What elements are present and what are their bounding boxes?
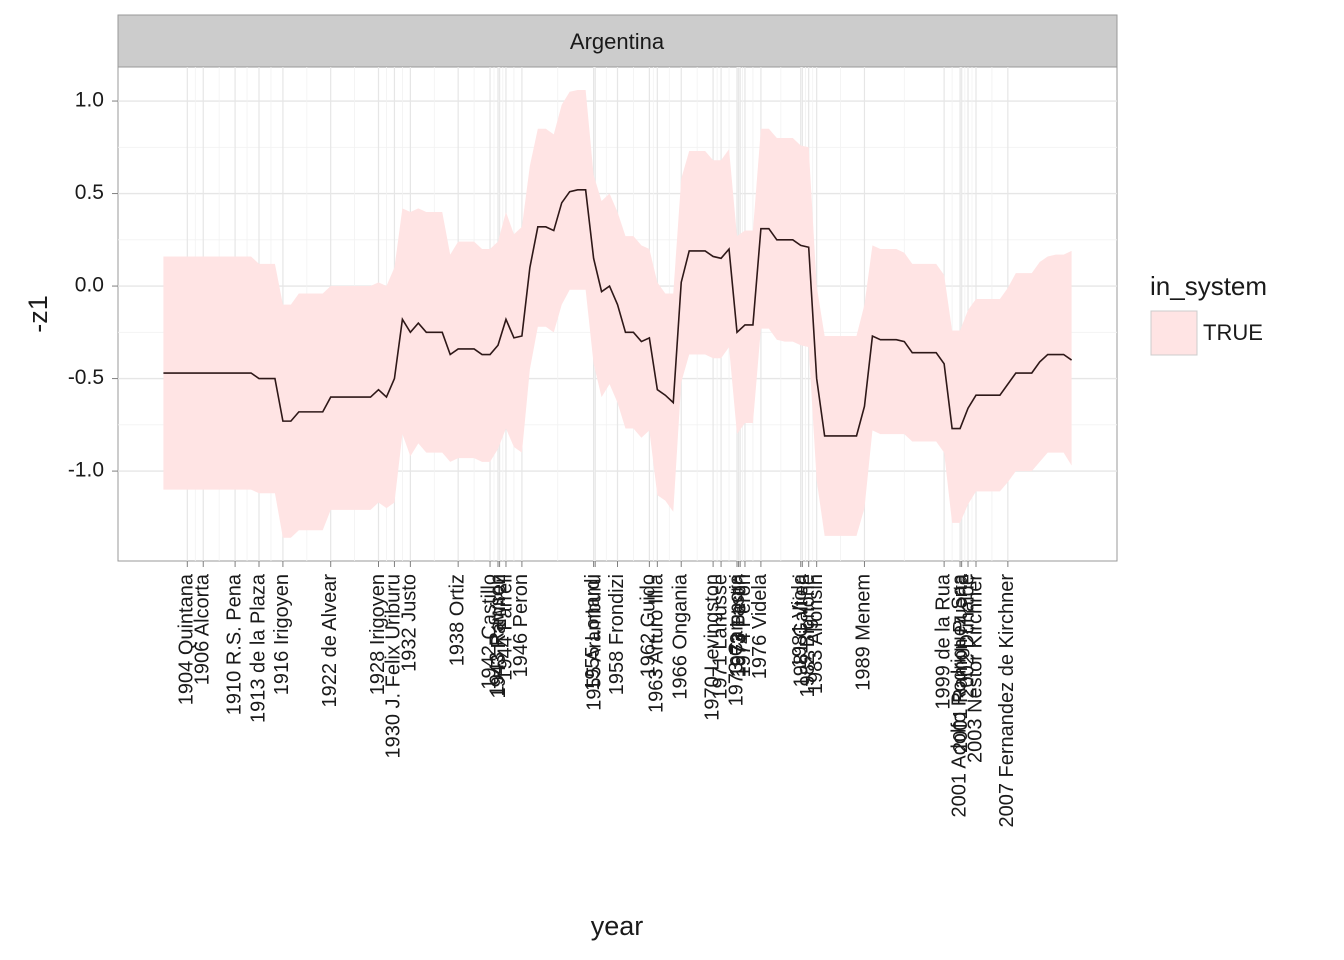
x-tick-label: 1913 de la Plaza (247, 573, 269, 723)
facet-title: Argentina (570, 29, 665, 54)
x-tick-label: 1928 Irigoyen (367, 574, 389, 695)
x-tick-label: 1999 de la Rua (932, 573, 954, 710)
y-tick-label: -1.0 (68, 459, 104, 482)
legend-key (1150, 310, 1198, 356)
y-tick-label: 0.0 (75, 274, 104, 297)
x-tick-label: 1989 Menem (853, 574, 875, 691)
legend-title: in_system (1150, 271, 1267, 301)
x-tick-label: 1974 Peron (733, 574, 755, 677)
x-tick-label: 1970 Levingston (701, 574, 723, 721)
x-tick-label: 1966 Ongania (670, 573, 692, 700)
x-tick-label: 1910 R.S. Pena (223, 573, 245, 715)
x-tick-label: 1938 Ortiz (446, 574, 468, 666)
x-tick-label: 1973 Peron (728, 574, 750, 677)
x-tick-label: 1930 J. Felix Uriburu (383, 574, 405, 759)
x-tick-label: 1943 Rawson (486, 574, 508, 696)
x-tick-label: 2001 Adolfo Rodriguez Saa (948, 573, 970, 817)
y-tick-label: 1.0 (75, 89, 104, 112)
x-tick-label: 1922 de Alvear (319, 574, 341, 708)
x-tick-label: 1942 Castillo (478, 574, 500, 690)
x-tick-label: 1973 Lastiri (727, 574, 749, 677)
x-tick-label: 1973 Campora (725, 573, 747, 706)
x-tick-label: 1916 Irigoyen (271, 574, 293, 695)
y-tick-label: -0.5 (68, 366, 104, 389)
x-tick-label: 2003 Nestor Kirchner (964, 574, 986, 763)
marks (163, 89, 1073, 538)
facet-strip (117, 14, 1118, 68)
x-tick-label: 1958 Frondizi (606, 574, 628, 695)
x-tick-label: 1976 Videla (749, 573, 771, 679)
x-tick-label: 1981 Galtieri (791, 574, 813, 687)
x-tick-label: 1906 Alcorta (192, 573, 214, 685)
x-tick-label: 2002 Duhalde (956, 574, 978, 699)
x-tick-label: 1963 Arturo Illia (646, 573, 668, 713)
x-tick-label: 1955 Lonardi (582, 574, 604, 691)
x-tick-label: 1932 Justo (399, 574, 421, 672)
x-tick-label: 1983 Alfonsin (805, 574, 827, 694)
x-axis-title: year (591, 911, 644, 941)
x-tick-label: 1904 Quintana (176, 573, 198, 705)
ribbon (163, 89, 1072, 538)
legend-label: TRUE (1203, 320, 1263, 345)
y-axis-title: -z1 (23, 295, 53, 333)
x-tick-label: 1943 Ramirez (488, 574, 510, 699)
x-tick-label: 1955 Aramburu (583, 574, 605, 711)
x-tick-label: 2007 Fernandez de Kirchner (996, 574, 1018, 828)
x-tick-label: 2001 Ramon Puerta (950, 573, 972, 753)
x-tick-label: 1971 Lanusse (709, 574, 731, 700)
x-tick-label: 1962 Guido (638, 574, 660, 677)
x-tick-label: 1944 Farrell (494, 574, 516, 681)
legend: in_system TRUE (1150, 271, 1267, 356)
y-tick-label: 0.5 (75, 181, 104, 204)
x-tick-label: 1946 Peron (510, 574, 532, 677)
line (163, 189, 1073, 437)
x-tick-label: 1982 Bignone (797, 574, 819, 697)
x-tick-label: 1981 Viola (789, 573, 811, 668)
